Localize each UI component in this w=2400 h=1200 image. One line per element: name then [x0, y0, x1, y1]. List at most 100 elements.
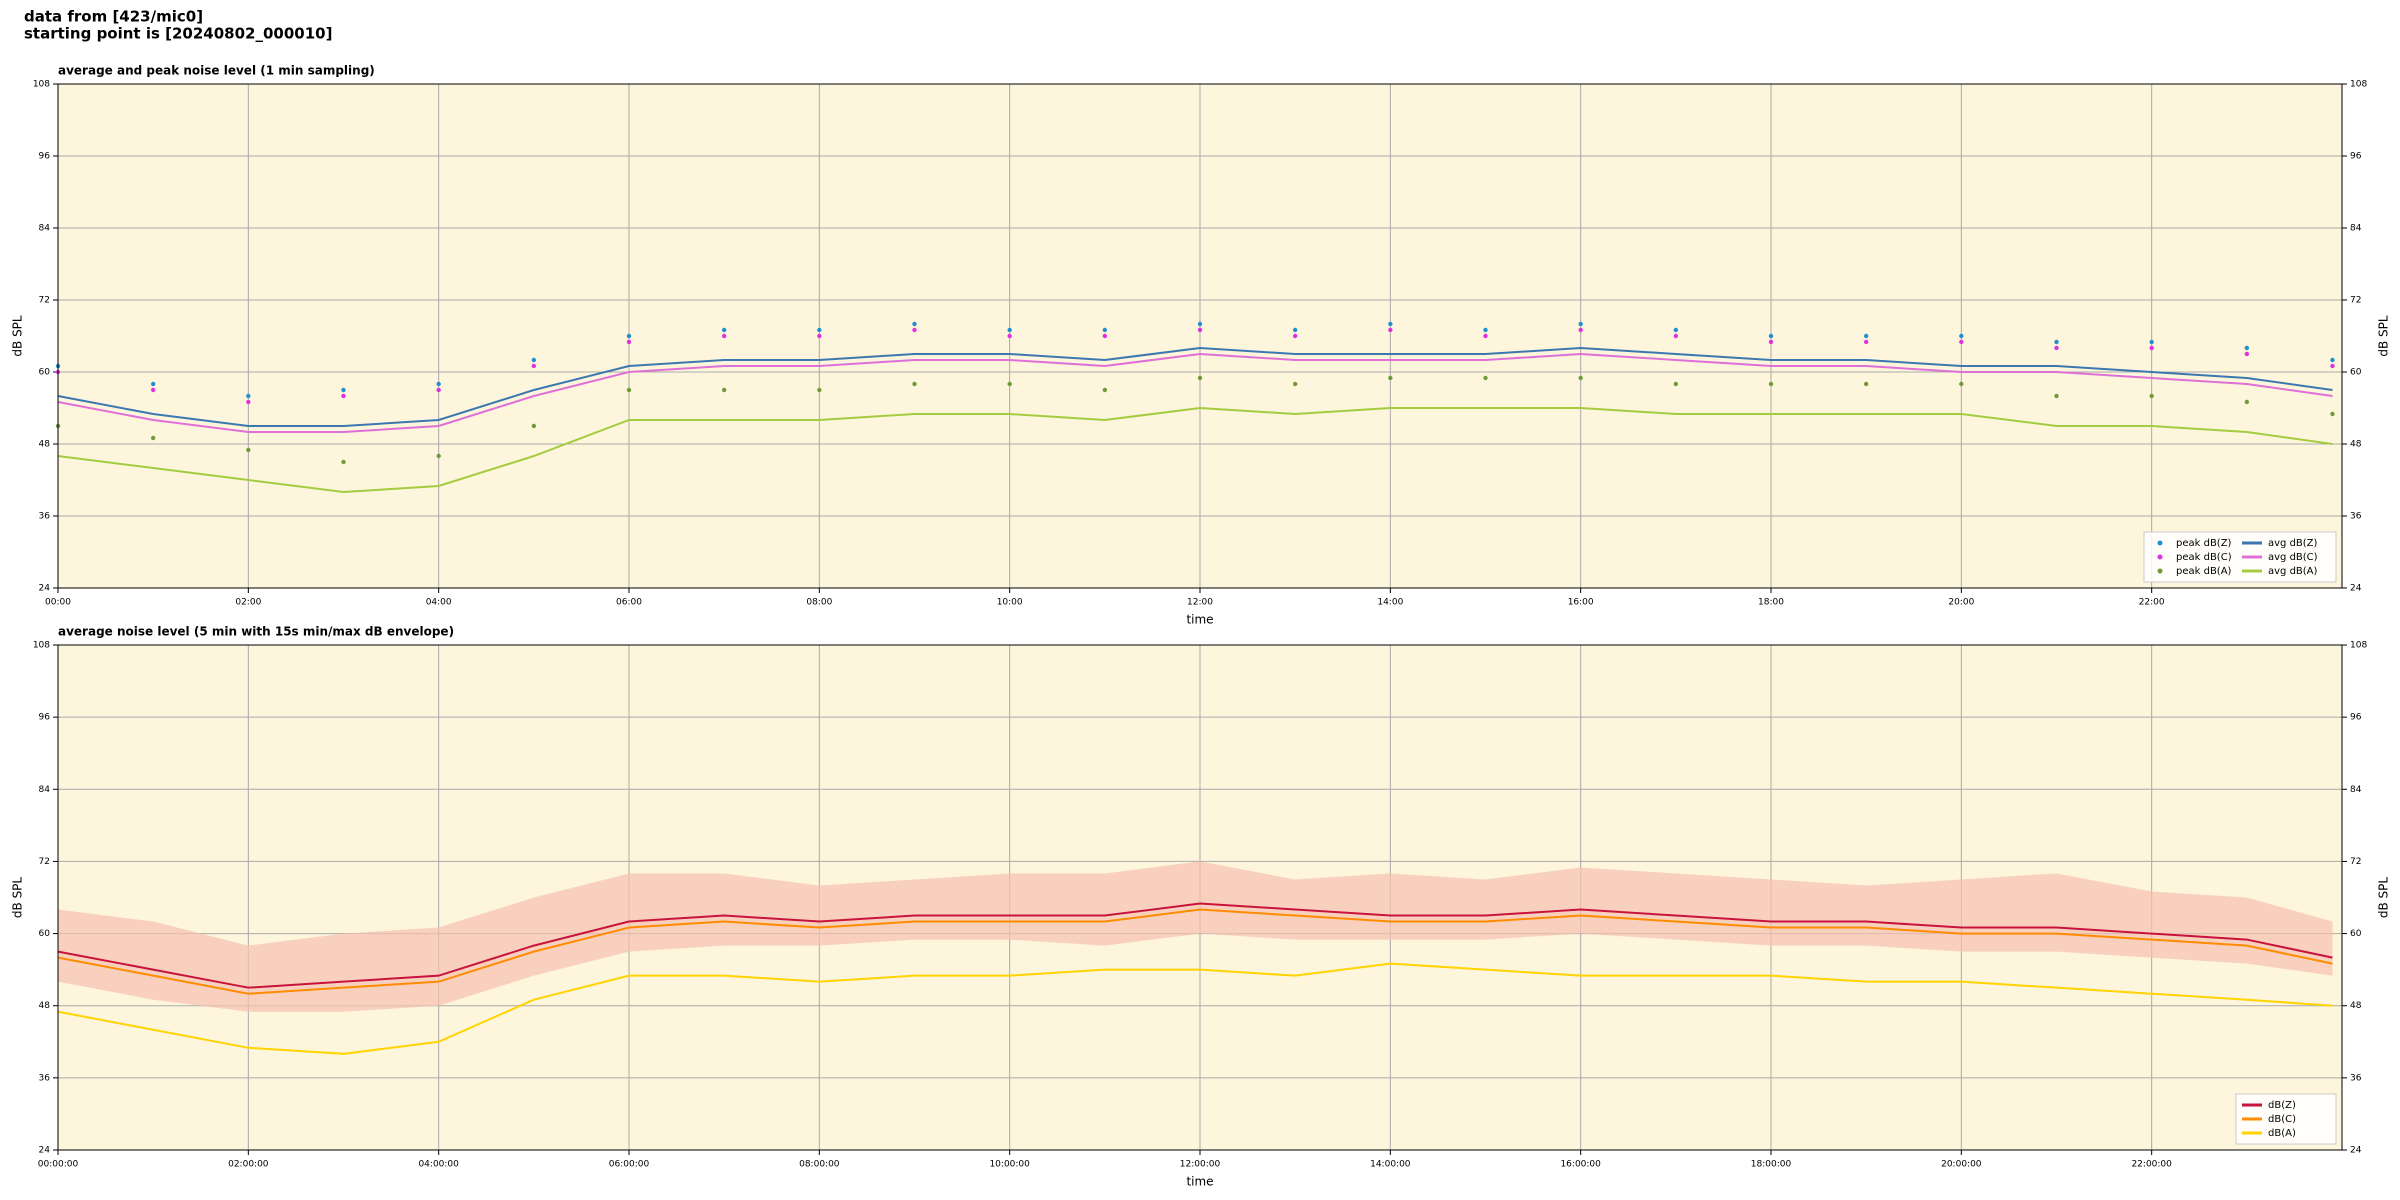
legend-label: peak dB(Z) [2176, 538, 2232, 549]
peak-point [1483, 375, 1488, 381]
series-line [57, 406, 2333, 494]
peak-point [246, 393, 251, 399]
peak-point [1388, 321, 1393, 327]
x-axis-label: time [1186, 613, 1213, 627]
peak-point [2330, 411, 2335, 417]
legend-label: peak dB(C) [2176, 552, 2232, 563]
peak-point [1578, 327, 1583, 333]
peak-point [2149, 345, 2154, 351]
legend-marker [2157, 540, 2163, 546]
series-line [57, 352, 2333, 433]
y-axis-label: dB SPL [11, 877, 25, 919]
peak-point [2244, 345, 2250, 351]
y-tick-label: 108 [2350, 80, 2367, 90]
peak-point [1292, 327, 1298, 333]
peak-point [1959, 333, 1964, 339]
y-tick-label: 96 [2350, 713, 2362, 723]
peak-point [2054, 345, 2059, 351]
x-tick-label: 10:00:00 [989, 1160, 1030, 1170]
peak-point [2330, 363, 2335, 369]
x-tick-label: 06:00:00 [609, 1160, 650, 1170]
peak-point [2330, 357, 2335, 363]
x-tick-label: 04:00 [426, 598, 452, 608]
peak-point [1102, 333, 1108, 339]
x-tick-label: 08:00:00 [799, 1160, 840, 1170]
plot-frame [57, 644, 2343, 1151]
peak-point [531, 423, 537, 429]
x-tick-label: 04:00:00 [418, 1160, 459, 1170]
y-tick-label: 108 [2350, 641, 2367, 651]
peak-point [2054, 339, 2059, 345]
legend-box [2143, 531, 2337, 583]
peak-point [1292, 333, 1298, 339]
y-tick-label: 36 [2350, 1073, 2362, 1083]
peak-point [2054, 393, 2059, 399]
header-line: starting point is [20240802_000010] [24, 25, 332, 43]
x-tick-label: 00:00 [45, 598, 71, 608]
peak-point [1863, 339, 1869, 345]
peak-point [1007, 381, 1012, 387]
legend-marker [2157, 568, 2163, 574]
peak-point [1102, 387, 1108, 393]
peak-point [1768, 333, 1774, 339]
peak-point [817, 327, 822, 333]
peak-point [1673, 333, 1679, 339]
y-tick-label: 48 [2350, 1001, 2362, 1011]
y-tick-label: 24 [2350, 584, 2362, 594]
series-line [57, 346, 2333, 427]
y-tick-label: 72 [39, 857, 50, 867]
peak-point [626, 339, 632, 345]
peak-point [341, 459, 346, 465]
peak-point [1388, 375, 1393, 381]
peak-point [1768, 339, 1774, 345]
y-axis-label: dB SPL [2377, 315, 2391, 357]
peak-point [2149, 393, 2154, 399]
x-tick-label: 14:00:00 [1370, 1160, 1411, 1170]
y-tick-label: 24 [39, 584, 51, 594]
legend-label: peak dB(A) [2176, 566, 2232, 577]
peak-point [1197, 375, 1203, 381]
y-tick-label: 48 [39, 440, 51, 450]
peak-point [721, 387, 727, 393]
y-tick-label: 84 [39, 785, 51, 795]
peak-point [912, 327, 917, 333]
y-tick-label: 72 [2350, 296, 2361, 306]
peak-point [1863, 333, 1869, 339]
peak-point [1197, 327, 1203, 333]
y-tick-label: 108 [33, 641, 50, 651]
peak-point [150, 381, 156, 387]
legend-label: dB(Z) [2268, 1100, 2296, 1111]
legend-label: avg dB(Z) [2268, 538, 2318, 549]
header-line: data from [423/mic0] [24, 8, 203, 26]
x-tick-label: 02:00 [235, 598, 261, 608]
y-tick-label: 36 [39, 512, 51, 522]
y-tick-label: 72 [39, 296, 50, 306]
x-tick-label: 18:00 [1758, 598, 1784, 608]
y-tick-label: 36 [2350, 512, 2362, 522]
y-tick-label: 84 [2350, 224, 2362, 234]
series-line [57, 902, 2333, 989]
peak-point [626, 387, 632, 393]
y-tick-label: 84 [2350, 785, 2362, 795]
peak-point [1673, 381, 1679, 387]
y-tick-label: 96 [39, 152, 51, 162]
y-tick-label: 60 [2350, 368, 2362, 378]
peak-point [1578, 375, 1583, 381]
peak-point [436, 453, 441, 459]
peak-point [1197, 321, 1203, 327]
y-tick-label: 24 [2350, 1146, 2362, 1156]
series-line [57, 962, 2333, 1055]
x-tick-label: 00:00:00 [38, 1160, 79, 1170]
peak-point [1959, 381, 1964, 387]
x-tick-label: 02:00:00 [228, 1160, 269, 1170]
y-tick-label: 48 [39, 1001, 51, 1011]
peak-point [721, 327, 727, 333]
x-axis-label: time [1186, 1175, 1213, 1189]
x-tick-label: 06:00 [616, 598, 642, 608]
peak-point [912, 321, 917, 327]
peak-point [531, 363, 537, 369]
peak-point [1863, 381, 1869, 387]
y-tick-label: 96 [2350, 152, 2362, 162]
y-axis-label: dB SPL [2377, 877, 2391, 919]
